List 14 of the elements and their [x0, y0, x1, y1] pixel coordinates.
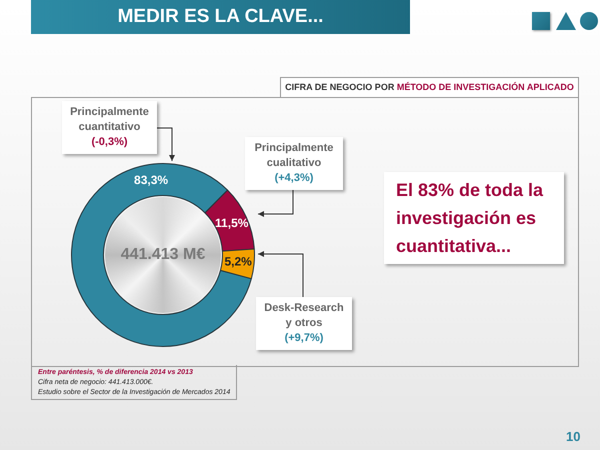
text: 441.413 M€	[120, 246, 206, 264]
slice-label: Principalmente cuantitativo	[69, 105, 150, 135]
data-label: 83,3%	[134, 172, 168, 187]
callout-box: Principalmente cuantitativo (-0,3%)	[62, 101, 157, 154]
callout-box: Desk-Research y otros (+9,7%)	[256, 297, 352, 350]
slice-label: Principalmente cualitativo	[254, 141, 334, 171]
slice-label: Desk-Research y otros	[263, 301, 345, 331]
callout-box: Principalmente cualitativo (+4,3%)	[245, 137, 343, 190]
data-label: 11,5%	[215, 216, 249, 230]
text: 10	[566, 429, 580, 444]
text: CIFRA DE NEGOCIO POR MÉTODO DE INVESTIGACIÓN APLICADO	[285, 82, 574, 92]
data-label: 5,2%	[224, 254, 252, 269]
chart-title: MEDIR ES LA CLAVE...	[31, 0, 410, 34]
text: El 83% de toda la investigación es cuantitativa...	[396, 179, 544, 258]
